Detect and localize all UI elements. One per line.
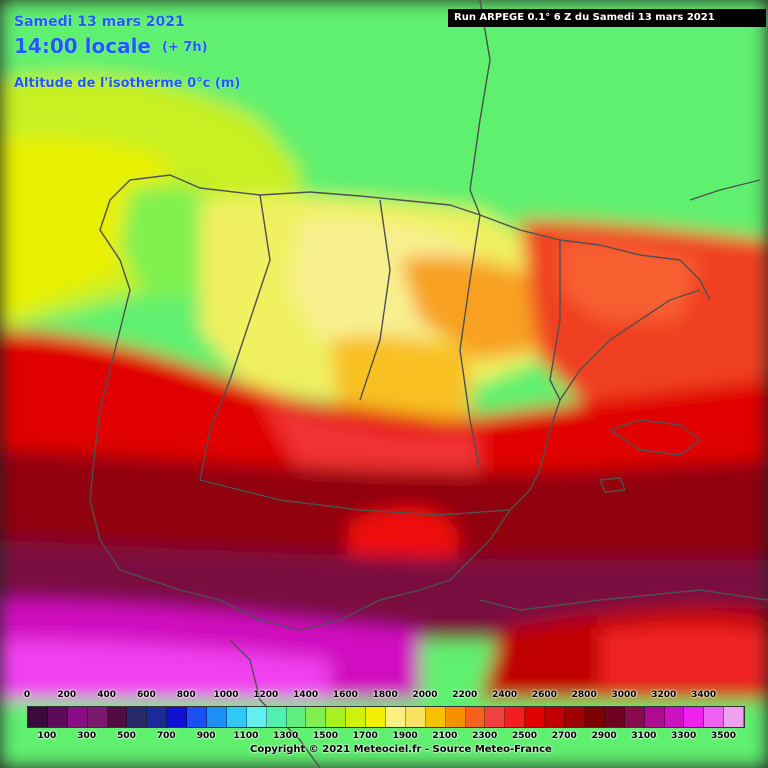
parameter-label: Altitude de l'isotherme 0°c (m) xyxy=(14,76,241,91)
coastlines-and-borders xyxy=(89,0,768,768)
legend-swatch xyxy=(147,707,168,727)
legend-swatch xyxy=(326,707,347,727)
legend-swatch xyxy=(425,707,446,727)
legend-swatch xyxy=(465,707,486,727)
legend-bottom-label: 3100 xyxy=(631,731,657,741)
forecast-offset: (+ 7h) xyxy=(162,40,208,55)
legend-bottom-label: 1300 xyxy=(273,731,299,741)
legend-swatch xyxy=(226,707,247,727)
legend-swatch xyxy=(386,707,406,727)
legend-top-label: 2200 xyxy=(452,690,478,700)
legend-swatch xyxy=(366,707,387,727)
legend-swatch xyxy=(684,707,705,727)
legend-bottom-label: 2900 xyxy=(591,731,617,741)
legend-swatch xyxy=(207,707,227,727)
legend-swatch xyxy=(47,707,68,727)
legend-swatch xyxy=(724,707,745,727)
legend-swatch xyxy=(286,707,307,727)
legend-top-label: 800 xyxy=(176,690,196,700)
forecast-time: 14:00 locale xyxy=(14,34,151,58)
legend-swatch xyxy=(187,707,208,727)
legend-bottom-label: 2700 xyxy=(551,731,577,741)
legend-swatch xyxy=(704,707,725,727)
legend-top-label: 2400 xyxy=(492,690,518,700)
legend-top-label: 1800 xyxy=(372,690,398,700)
legend-swatch xyxy=(346,707,367,727)
legend-bottom-label: 1100 xyxy=(233,731,259,741)
legend-top-label: 3200 xyxy=(651,690,677,700)
legend-swatches xyxy=(27,706,746,728)
legend-swatch xyxy=(28,707,48,727)
legend-swatch xyxy=(266,707,287,727)
legend-top-label: 3000 xyxy=(611,690,637,700)
legend-bottom-label: 100 xyxy=(37,731,57,741)
legend-top-label: 600 xyxy=(136,690,156,700)
legend-top-label: 400 xyxy=(97,690,116,700)
legend-bottom-label: 2100 xyxy=(432,731,458,741)
legend-swatch xyxy=(87,707,108,727)
legend-swatch xyxy=(525,707,546,727)
legend-top-label: 1200 xyxy=(253,690,279,700)
legend-swatch xyxy=(584,707,605,727)
legend-top-label: 1000 xyxy=(213,690,239,700)
legend-top-label: 2800 xyxy=(571,690,597,700)
legend-top-label: 2000 xyxy=(412,690,438,700)
legend-swatch xyxy=(624,707,645,727)
legend-swatch xyxy=(485,707,506,727)
legend-top-label: 1600 xyxy=(332,690,358,700)
legend-swatch xyxy=(67,707,88,727)
copyright-text: Copyright © 2021 Meteociel.fr - Source M… xyxy=(250,744,552,755)
legend-bottom-label: 1900 xyxy=(392,731,418,741)
legend-swatch xyxy=(644,707,665,727)
color-legend: 0 200 400 600 800 1000 1200 1400 1600 1800 2000 220… xyxy=(0,688,768,768)
legend-bottom-label: 3500 xyxy=(710,731,737,741)
legend-bottom-label: 2300 xyxy=(472,731,498,741)
legend-bottom-label: 3300 xyxy=(671,731,697,741)
legend-swatch xyxy=(664,707,685,727)
legend-bottom-label: 300 xyxy=(77,731,97,741)
legend-swatch xyxy=(565,707,585,727)
legend-bottom-label: 900 xyxy=(196,731,216,741)
legend-swatch xyxy=(545,707,566,727)
legend-swatch xyxy=(246,707,267,727)
legend-swatch xyxy=(505,707,526,727)
run-info-banner: Run ARPEGE 0.1° 6 Z du Samedi 13 mars 20… xyxy=(448,9,766,27)
legend-top-label: 0 xyxy=(23,690,31,700)
legend-top-label: 1400 xyxy=(293,690,319,700)
forecast-date: Samedi 13 mars 2021 xyxy=(14,14,185,30)
legend-bottom-label: 2500 xyxy=(511,731,538,741)
legend-swatch xyxy=(405,707,426,727)
legend-top-label: 3400 xyxy=(691,690,717,700)
legend-swatch xyxy=(127,707,148,727)
legend-bottom-label: 500 xyxy=(117,731,136,741)
legend-bottom-label: 1500 xyxy=(312,731,339,741)
legend-swatch xyxy=(604,707,625,727)
legend-bottom-label: 1700 xyxy=(352,731,378,741)
legend-top-label: 2600 xyxy=(531,690,557,700)
legend-bottom-label: 700 xyxy=(156,731,176,741)
legend-swatch xyxy=(107,707,128,727)
legend-swatch xyxy=(306,707,327,727)
legend-swatch xyxy=(445,707,466,727)
legend-swatch xyxy=(167,707,188,727)
legend-top-label: 200 xyxy=(57,690,77,700)
